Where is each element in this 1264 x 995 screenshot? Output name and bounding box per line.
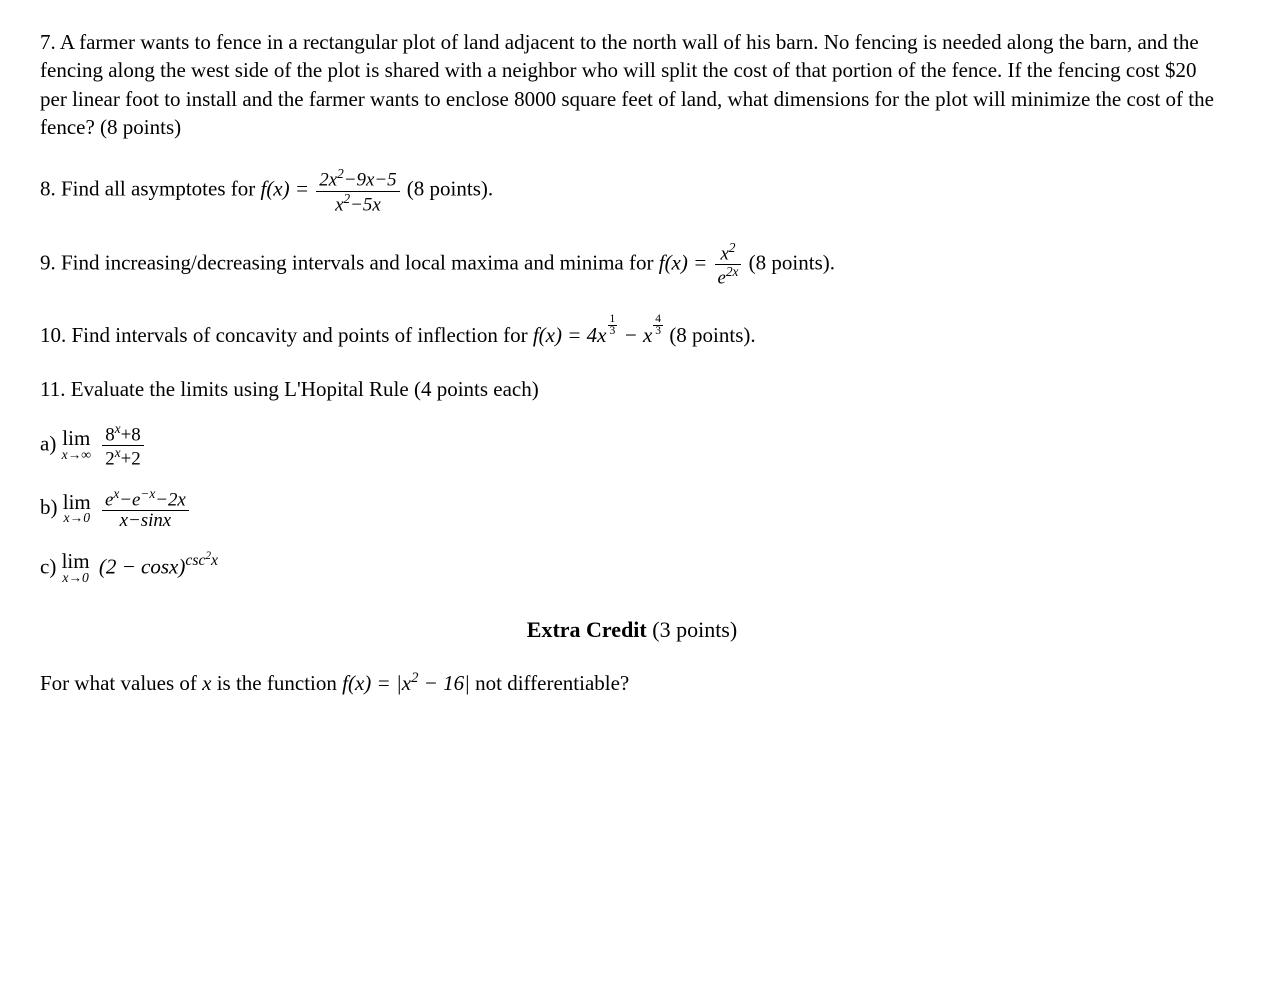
extra-credit-title: Extra Credit (3 points) — [40, 615, 1224, 645]
extra-credit-points: (3 points) — [647, 617, 737, 642]
problem-11a-numerator: 8x+8 — [102, 422, 143, 446]
lim-text: lim — [63, 493, 91, 513]
problem-9: 9. Find increasing/decreasing intervals … — [40, 241, 1224, 288]
problem-9-fraction: x2 e2x — [715, 241, 742, 288]
problem-8: 8. Find all asymptotes for f(x) = 2x2−9x… — [40, 167, 1224, 214]
problem-8-func: f(x) = — [260, 177, 314, 201]
problem-9-prefix: 9. Find increasing/decreasing intervals … — [40, 250, 659, 274]
ec-suffix: not differentiable? — [475, 671, 629, 695]
problem-11c-lim: lim x→0 — [62, 552, 90, 585]
lim-text: lim — [62, 429, 91, 449]
ec-mid: is the function — [217, 671, 342, 695]
problem-9-func: f(x) = — [659, 250, 713, 274]
problem-11c-label: c) — [40, 554, 62, 578]
extra-credit-label: Extra Credit — [527, 617, 647, 642]
problem-7: 7. A farmer wants to fence in a rectangu… — [40, 28, 1224, 141]
problem-10-func-start: f(x) = 4x — [533, 323, 607, 347]
ec-prefix: For what values of — [40, 671, 202, 695]
lim-approach: x→∞ — [62, 449, 91, 462]
problem-11b-numerator: ex−e−x−2x — [102, 487, 189, 511]
ec-var: x — [202, 671, 211, 695]
extra-credit-problem: For what values of x is the function f(x… — [40, 669, 1224, 697]
problem-10-exp1: 13 — [608, 314, 618, 337]
problem-11-header: 11. Evaluate the limits using L'Hopital … — [40, 375, 1224, 403]
problem-9-denominator: e2x — [715, 265, 742, 288]
problem-8-numerator: 2x2−9x−5 — [316, 167, 399, 191]
problem-8-suffix: (8 points). — [407, 177, 493, 201]
problem-11b-lim: lim x→0 — [63, 493, 91, 526]
problem-10-prefix: 10. Find intervals of concavity and poin… — [40, 323, 533, 347]
problem-11b-fraction: ex−e−x−2x x−sinx — [102, 487, 189, 531]
lim-approach: x→0 — [63, 512, 91, 525]
problem-7-text: 7. A farmer wants to fence in a rectangu… — [40, 30, 1214, 139]
problem-9-suffix: (8 points). — [749, 250, 835, 274]
problem-11a: a) lim x→∞ 8x+8 2x+2 — [40, 422, 1224, 469]
problem-11c-exponent: csc2x — [185, 552, 218, 569]
problem-11b: b) lim x→0 ex−e−x−2x x−sinx — [40, 487, 1224, 531]
problem-11a-lim: lim x→∞ — [62, 429, 91, 462]
problem-10-exp2: 43 — [653, 314, 663, 337]
problem-11b-denominator: x−sinx — [102, 511, 189, 531]
lim-approach: x→0 — [62, 572, 90, 585]
problem-11a-label: a) — [40, 431, 62, 455]
problem-8-prefix: 8. Find all asymptotes for — [40, 177, 260, 201]
problem-11a-fraction: 8x+8 2x+2 — [102, 422, 143, 469]
ec-func: f(x) = |x2 − 16| — [342, 671, 470, 695]
problem-11a-denominator: 2x+2 — [102, 446, 143, 469]
problem-11b-label: b) — [40, 495, 63, 519]
problem-9-numerator: x2 — [715, 241, 742, 265]
lim-text: lim — [62, 552, 90, 572]
problem-10: 10. Find intervals of concavity and poin… — [40, 314, 1224, 349]
problem-10-suffix: (8 points). — [669, 323, 755, 347]
problem-8-fraction: 2x2−9x−5 x2−5x — [316, 167, 399, 214]
problem-11c-base: (2 − cosx) — [99, 554, 186, 578]
problem-11c: c) lim x→0 (2 − cosx)csc2x — [40, 549, 1224, 585]
problem-10-mid: − x — [624, 323, 653, 347]
problem-8-denominator: x2−5x — [316, 192, 399, 215]
problem-11-header-text: 11. Evaluate the limits using L'Hopital … — [40, 377, 539, 401]
